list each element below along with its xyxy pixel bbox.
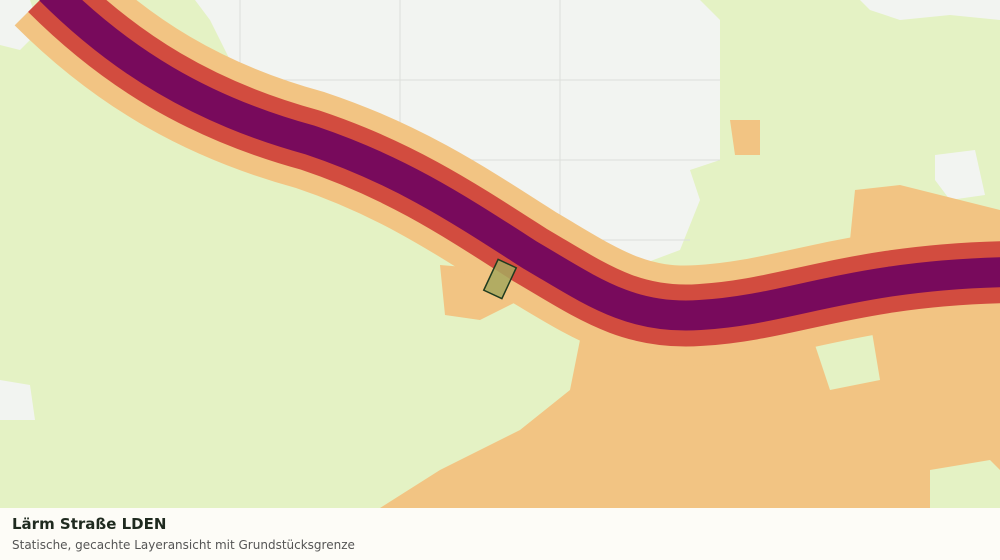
noise-zone-low [730,120,760,155]
built-area [935,150,985,200]
caption: Lärm Straße LDEN Statische, gecachte Lay… [0,508,1000,560]
built-area [0,380,35,420]
built-area [860,0,1000,20]
noise-zone-high [39,0,1000,331]
map [0,0,1000,508]
map-background-patch [930,460,1000,508]
caption-title: Lärm Straße LDEN [12,515,167,533]
noise-road [14,0,1000,366]
caption-subtitle: Statische, gecachte Layeransicht mit Gru… [12,538,355,552]
built-area [195,0,720,265]
parcel-boundary [482,258,518,300]
